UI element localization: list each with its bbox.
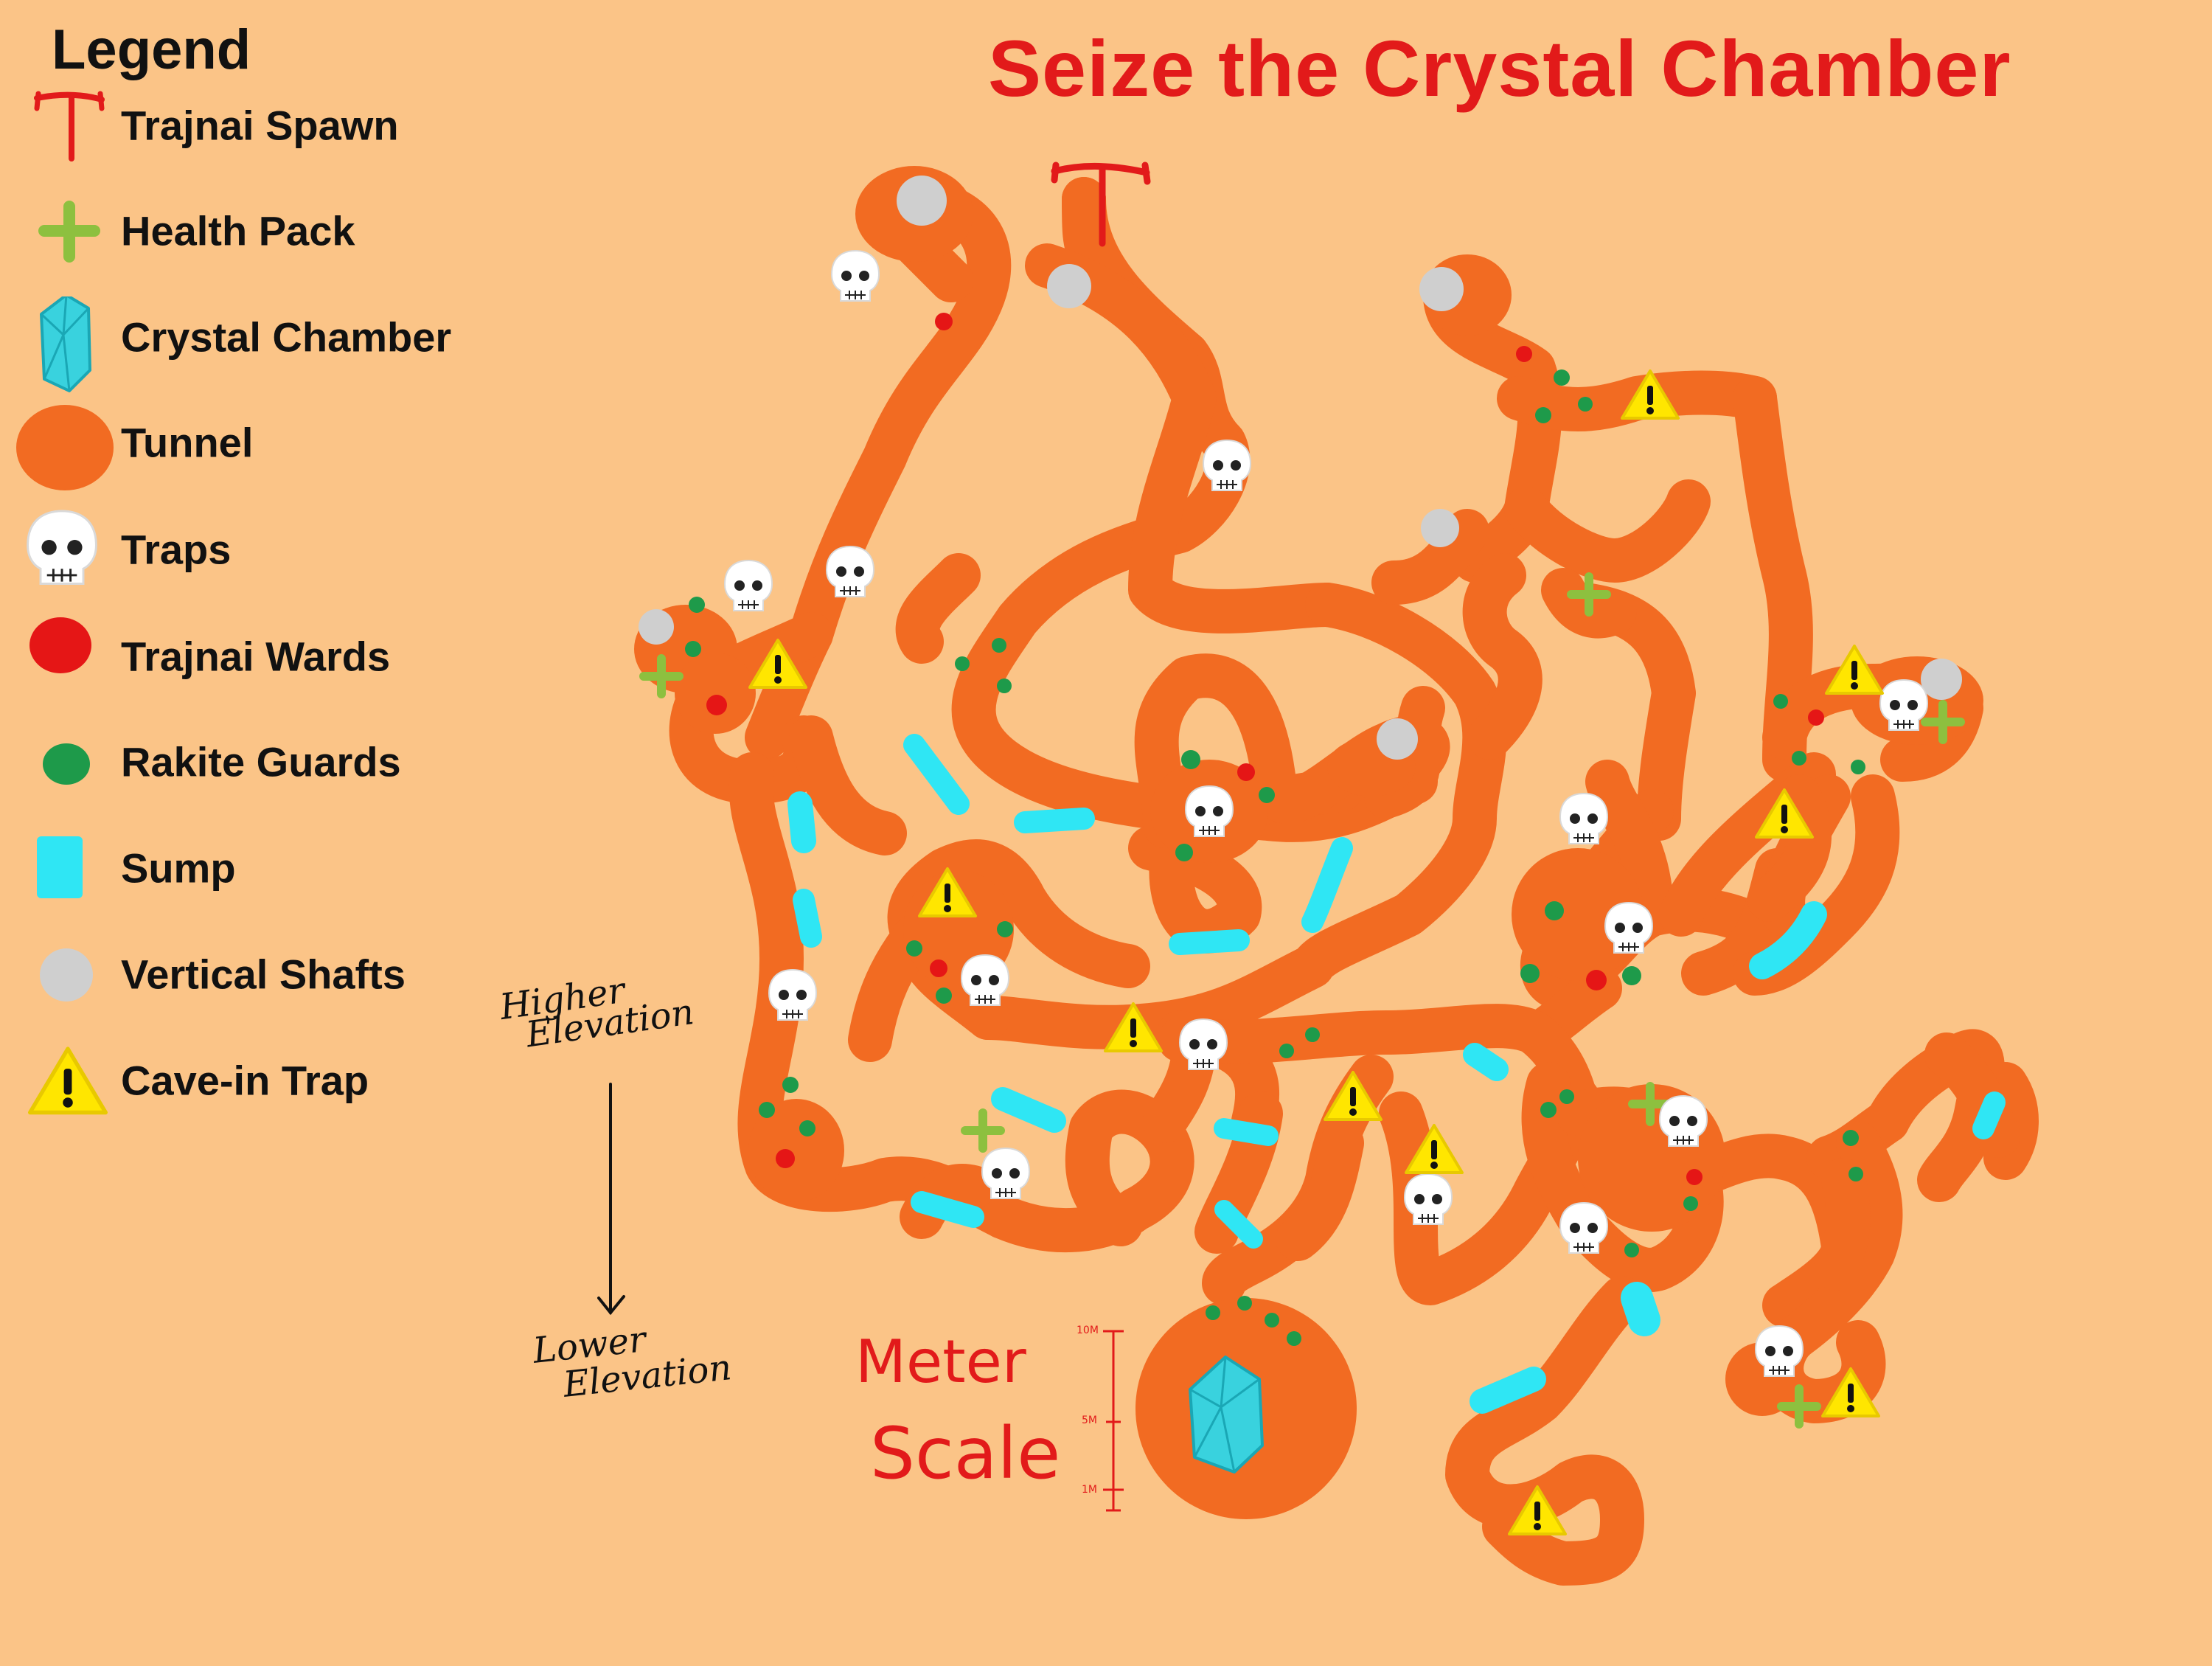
legend-label: Health Pack	[121, 207, 355, 254]
guard-dot-icon	[43, 743, 90, 785]
legend-item-sump: Sump	[15, 827, 487, 909]
legend-item-traps: Traps	[15, 509, 487, 590]
ward-dot-icon	[29, 617, 91, 673]
sump	[1169, 929, 1250, 955]
vertical-shaft	[1421, 509, 1459, 547]
scale-tick-label: 1M	[1082, 1484, 1097, 1496]
sump	[1463, 1043, 1509, 1081]
legend-item-spawn: Trajnai Spawn	[15, 85, 487, 166]
trajnai-wards	[706, 313, 1824, 1185]
legend-label: Vertical Shafts	[121, 951, 406, 998]
scale-tick-label: 10M	[1077, 1325, 1099, 1336]
scale-label-line-1: Meter	[855, 1327, 1026, 1396]
legend-label: Cave-in Trap	[121, 1057, 369, 1104]
sump	[991, 1087, 1066, 1133]
legend-label: Rakite Guards	[121, 738, 401, 785]
legend-item-cave-in: Cave-in Trap	[15, 1040, 487, 1121]
legend-label: Trajnai Wards	[121, 633, 391, 680]
legend-item-health: Health Pack	[15, 190, 487, 271]
legend-item-shafts: Vertical Shafts	[15, 934, 487, 1015]
sumps	[787, 734, 2006, 1414]
legend-label: Tunnel	[121, 419, 254, 466]
spawn-icon	[34, 91, 105, 162]
scale-label-line-2: Scale	[870, 1412, 1061, 1495]
tunnel-icon	[16, 405, 114, 490]
vertical-shaft	[897, 176, 947, 226]
vertical-shaft	[1921, 659, 1962, 700]
legend-item-crystal: Crystal Chamber	[15, 296, 487, 392]
crystal-icon	[40, 296, 91, 392]
sump	[911, 1191, 984, 1228]
legend-item-guards: Rakite Guards	[15, 721, 487, 802]
health-pack-icon	[38, 201, 100, 263]
sump	[1214, 1200, 1263, 1249]
sump	[1470, 1367, 1546, 1414]
scale-tick-label: 5M	[1082, 1415, 1097, 1426]
vertical-shaft	[1419, 267, 1464, 311]
legend-label: Sump	[121, 844, 236, 892]
skull-icon	[27, 510, 97, 585]
sump	[787, 791, 816, 853]
trajnai-spawn-marker	[1051, 162, 1151, 247]
legend-item-tunnel: Tunnel	[15, 402, 487, 490]
health-packs	[644, 577, 1961, 1424]
sump	[1972, 1091, 2006, 1139]
legend-label: Crystal Chamber	[121, 313, 452, 361]
sump-icon	[37, 836, 83, 898]
vertical-shaft	[1377, 718, 1418, 760]
legend-title: Legend	[52, 18, 251, 81]
vertical-shaft	[1047, 264, 1091, 308]
sump	[1014, 808, 1095, 833]
shaft-circle-icon	[40, 948, 93, 1002]
map-title: Seize the Crystal Chamber	[988, 24, 2011, 113]
warning-triangle-icon	[27, 1047, 108, 1115]
sump	[1301, 837, 1353, 933]
legend-label: Trajnai Spawn	[121, 102, 399, 149]
vertical-shaft	[639, 609, 674, 645]
sump	[793, 889, 822, 948]
legend-item-wards: Trajnai Wards	[15, 616, 487, 697]
sump	[903, 734, 970, 815]
crystal-chamber-marker	[1189, 1356, 1264, 1474]
traps	[724, 250, 1928, 1377]
rakite-guards	[685, 369, 1865, 1346]
legend-label: Traps	[121, 526, 232, 573]
meter-scale-bar	[1103, 1330, 1124, 1512]
sump	[1749, 901, 1827, 979]
sump	[1621, 1282, 1660, 1336]
vertical-shafts	[639, 176, 1962, 760]
elevation-arrow	[597, 1083, 625, 1316]
sump	[1214, 1118, 1279, 1146]
